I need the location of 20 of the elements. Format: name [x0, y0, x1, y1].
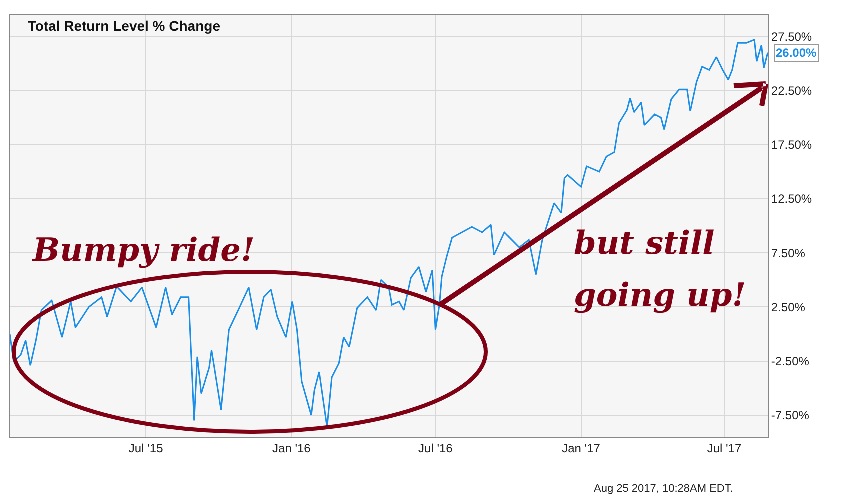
y-tick-label: 27.50%	[771, 30, 812, 44]
y-tick-label: 12.50%	[771, 192, 812, 206]
chart-title: Total Return Level % Change	[28, 18, 221, 34]
y-tick-label: 22.50%	[771, 84, 812, 98]
annotation: going up!	[574, 276, 746, 314]
y-tick-label: 17.50%	[771, 138, 812, 152]
y-tick-label: -2.50%	[771, 354, 810, 368]
x-tick-label: Jan '16	[272, 441, 312, 456]
x-tick-label: Jul '16	[418, 441, 454, 456]
annotation: but still	[574, 224, 715, 262]
text: Aug 25 2017, 10:28AM EDT.	[594, 483, 734, 495]
x-tick-label: Jul '15	[128, 441, 164, 456]
annotation: Bumpy ride!	[32, 231, 256, 269]
y-tick-label: -7.50%	[771, 408, 810, 423]
line-series	[10, 39, 768, 428]
annotation: 26.00%	[776, 46, 818, 60]
y-tick-label: 7.50%	[771, 246, 806, 260]
y-tick-label: 2.50%	[771, 300, 806, 314]
x-tick-label: Jul '17	[707, 441, 742, 456]
x-tick-label: Jan '17	[562, 441, 601, 456]
